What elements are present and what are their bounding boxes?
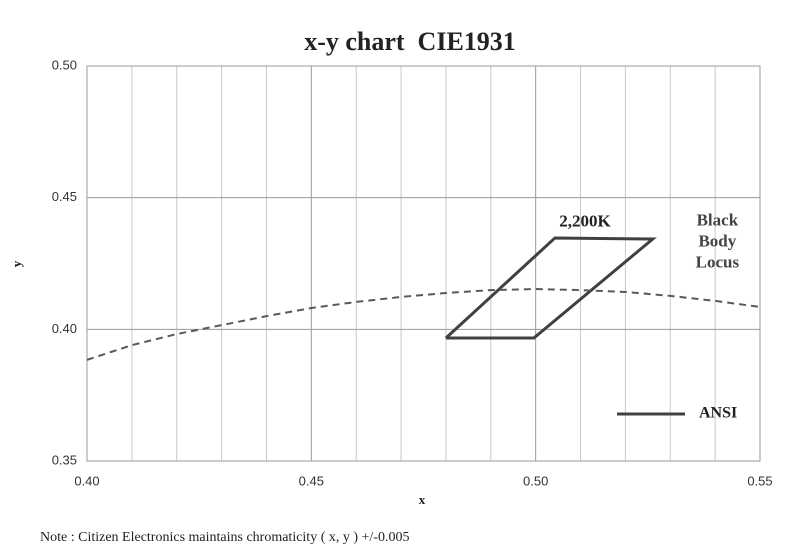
y-tick-label: 0.45 [52, 189, 77, 204]
x-tick-label: 0.55 [747, 473, 772, 488]
y-tick-label: 0.50 [52, 57, 77, 72]
x-tick-label: 0.50 [523, 473, 548, 488]
note: Note : Citizen Electronics maintains chr… [40, 530, 409, 545]
annotation: Black [697, 210, 739, 229]
series-line [86, 288, 761, 361]
x-tick-label: 0.40 [74, 473, 99, 488]
annotation: 2,200K [559, 212, 611, 231]
y-tick-label: 0.40 [52, 321, 77, 336]
x-tick-label: 0.45 [299, 473, 324, 488]
plot-border [86, 65, 761, 462]
annotation: Locus [696, 252, 740, 271]
x-axis-label: x [419, 492, 426, 507]
series-line [444, 236, 657, 340]
chart-title: x-y chart CIE1931 [304, 27, 516, 56]
y-axis-label: y [9, 260, 24, 267]
legend-label: ANSI [699, 405, 737, 422]
annotation: Body [698, 231, 736, 250]
y-tick-label: 0.35 [52, 452, 77, 467]
